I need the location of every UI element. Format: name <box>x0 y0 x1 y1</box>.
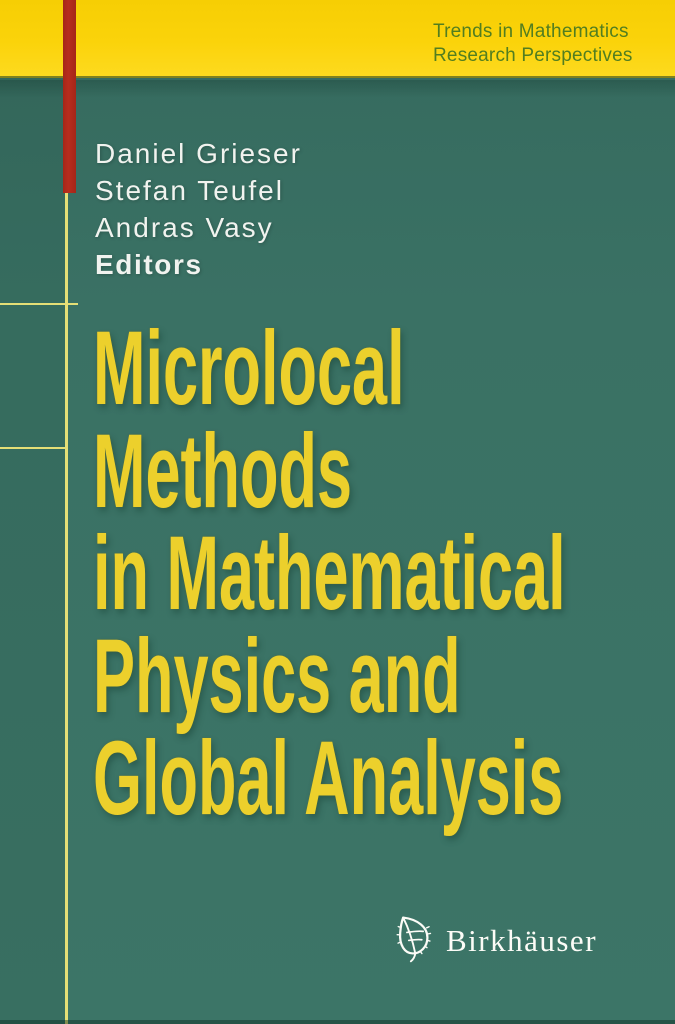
editors-block: Daniel Grieser Stefan Teufel Andras Vasy… <box>95 135 302 283</box>
series-band-shadow <box>0 80 675 98</box>
horizontal-rule-1 <box>0 303 78 305</box>
left-margin-shade <box>0 78 65 1024</box>
editor-name: Daniel Grieser <box>95 138 302 169</box>
title-line: Microlocal <box>93 310 405 427</box>
title-line: Global Analysis <box>93 720 564 838</box>
series-title: Trends in Mathematics Research Perspecti… <box>433 20 633 67</box>
vertical-rule <box>65 78 68 1024</box>
birch-leaf-icon <box>392 914 433 964</box>
title-line: Physics and <box>93 617 461 735</box>
publisher-name: Birkhäuser <box>446 923 598 958</box>
horizontal-rule-2 <box>0 447 67 449</box>
cover-bottom-edge <box>0 1020 675 1024</box>
publisher-logo: Birkhäuser <box>392 912 652 972</box>
book-title: Microlocal Methods in Mathematical Physi… <box>93 310 675 838</box>
series-line-1: Trends in Mathematics <box>433 21 629 42</box>
editor-name: Andras Vasy <box>95 212 274 243</box>
editor-name: Stefan Teufel <box>95 175 284 206</box>
title-line: Methods <box>93 412 352 530</box>
series-line-2: Research Perspectives <box>433 44 633 66</box>
series-band <box>0 0 675 78</box>
editors-role-label: Editors <box>95 249 203 280</box>
red-accent-bar <box>63 0 76 193</box>
title-line: in Mathematical <box>93 515 566 633</box>
